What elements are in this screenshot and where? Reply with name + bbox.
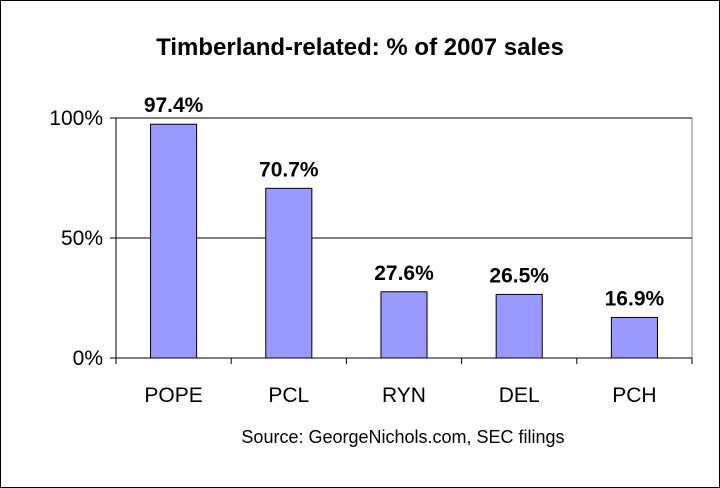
bar-pope	[150, 123, 198, 359]
data-label-pope: 97.4%	[144, 94, 204, 117]
bar-pch	[610, 316, 658, 359]
category-label-del: DEL	[499, 384, 540, 407]
y-tick-label: 50%	[61, 227, 103, 250]
data-label-pcl: 70.7%	[259, 158, 319, 181]
bar-ryn	[380, 291, 428, 359]
data-label-pch: 16.9%	[605, 287, 665, 310]
bar-pcl	[265, 187, 313, 359]
data-label-del: 26.5%	[489, 264, 549, 287]
y-tick-label: 100%	[49, 107, 103, 130]
data-labels: 97.4% 70.7% 27.6% 26.5% 16.9%	[144, 94, 665, 310]
gridlines	[116, 117, 692, 239]
chart-title: Timberland-related: % of 2007 sales	[156, 34, 564, 61]
bar-del	[495, 293, 543, 359]
source-note: Source: GeorgeNichols.com, SEC filings	[241, 427, 564, 447]
bars	[150, 123, 658, 359]
category-label-pope: POPE	[144, 384, 202, 407]
data-label-ryn: 27.6%	[374, 262, 434, 285]
category-label-ryn: RYN	[382, 384, 426, 407]
category-label-pch: PCH	[612, 384, 656, 407]
y-tick-label: 0%	[73, 347, 103, 370]
x-axis: POPE PCL RYN DEL PCH	[144, 384, 656, 407]
category-label-pcl: PCL	[268, 384, 309, 407]
